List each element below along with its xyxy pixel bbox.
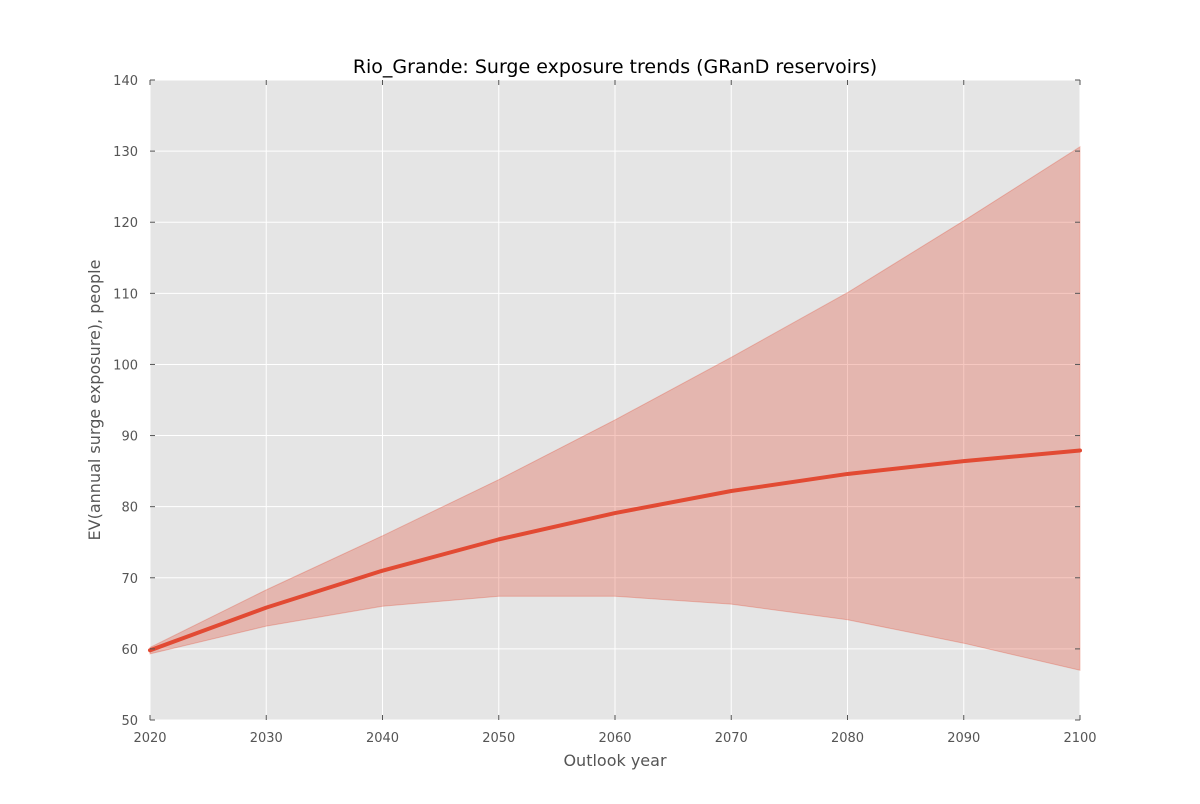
y-tick-label: 100	[113, 358, 138, 373]
y-tick-label: 110	[113, 287, 138, 302]
x-tick-label: 2060	[598, 731, 631, 746]
x-tick-label: 2040	[366, 731, 399, 746]
x-tick-label: 2020	[133, 731, 166, 746]
uncertainty-band	[149, 145, 1081, 671]
data-point	[1079, 449, 1081, 451]
x-tick-label: 2080	[831, 731, 864, 746]
y-axis-title: EV(annual surge exposure), people	[85, 260, 104, 541]
y-tick-label: 80	[121, 501, 138, 516]
axis-ticks: 2020 2030 2040 2050 2060 2070 2080 2090 2100 50 60…	[113, 74, 1096, 746]
data-point	[730, 490, 732, 492]
y-tick-label: 90	[121, 430, 138, 445]
y-tick-label: 70	[121, 572, 138, 587]
y-tick-label: 60	[121, 643, 138, 658]
data-point	[847, 473, 848, 475]
series-line-layer	[148, 448, 1082, 653]
y-tick-label: 140	[113, 74, 138, 89]
y-tick-label: 50	[121, 714, 138, 729]
x-tick-label: 2030	[250, 731, 283, 746]
chart-title: Rio_Grande: Surge exposure trends (GRanD…	[353, 56, 877, 78]
x-tick-label: 2050	[482, 731, 515, 746]
uncertainty-band-layer	[149, 145, 1081, 671]
x-tick-label: 2100	[1063, 731, 1096, 746]
data-point	[963, 460, 965, 462]
y-tick-label: 130	[113, 145, 138, 160]
x-tick-label: 2070	[715, 731, 748, 746]
y-tick-label: 120	[113, 216, 138, 231]
data-point	[265, 607, 267, 609]
data-point	[382, 570, 383, 572]
x-tick-label: 2090	[947, 731, 980, 746]
data-point	[149, 649, 151, 651]
data-point	[614, 512, 616, 514]
data-point	[498, 538, 500, 540]
x-axis-title: Outlook year	[563, 751, 667, 770]
